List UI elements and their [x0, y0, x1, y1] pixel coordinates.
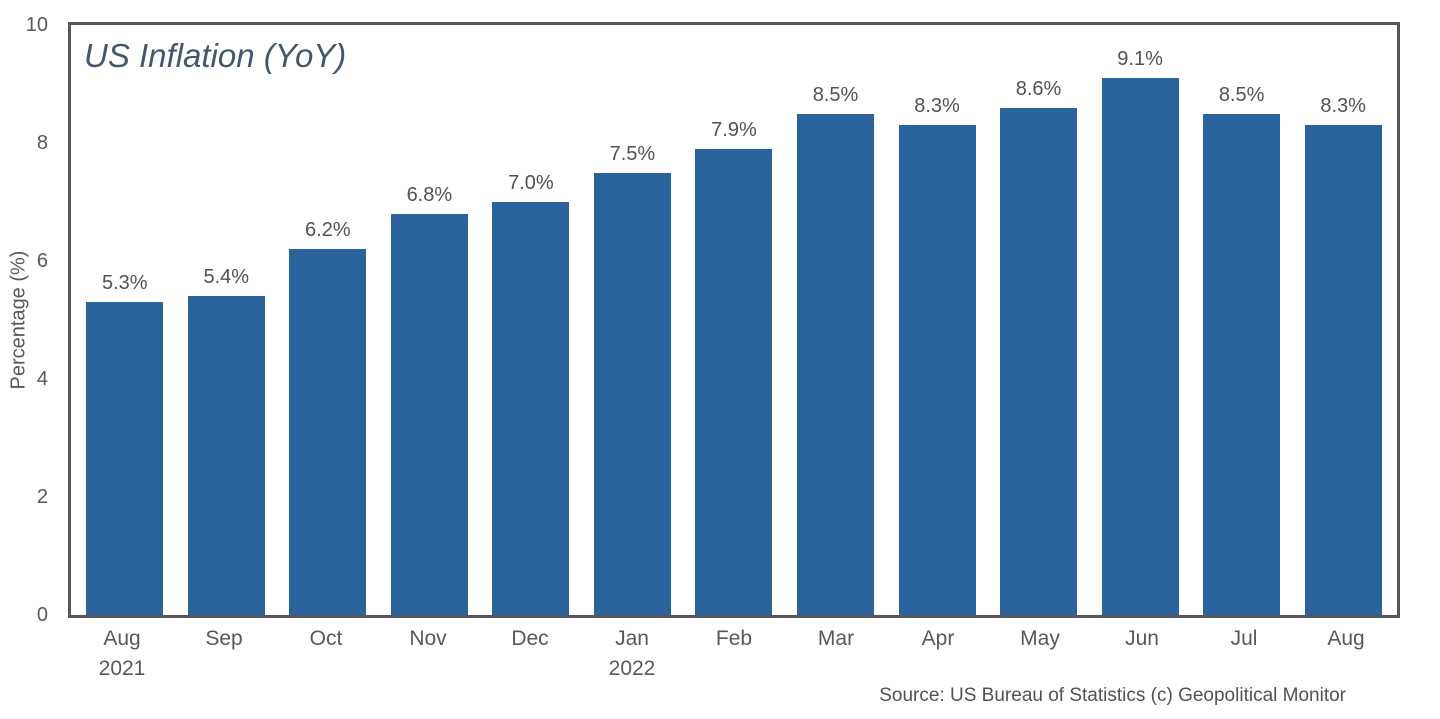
x-tick-year: 2022: [608, 657, 656, 680]
bar-value-label: 8.6%: [1015, 77, 1062, 100]
y-tick-label: 4: [36, 368, 48, 390]
bar-slot: 8.3%: [886, 25, 988, 615]
bar: [796, 113, 874, 615]
bar-value-label: 8.5%: [812, 83, 859, 106]
bar-value-label: 5.4%: [203, 266, 250, 289]
x-tick-label: Feb: [683, 624, 785, 684]
bar: [593, 172, 671, 615]
x-tick-label: Jun: [1091, 624, 1193, 684]
bar: [492, 202, 570, 615]
bar-value-label: 8.3%: [1320, 95, 1366, 118]
x-tick-label: May: [989, 624, 1091, 684]
x-tick-label: Jan 2022: [581, 624, 683, 684]
x-tick-label: Dec: [479, 624, 581, 684]
plot-area: US Inflation (YoY) 5.3% 5.4% 6.2% 6.8% 7.0% 7…: [68, 22, 1400, 618]
source-note: Source: US Bureau of Statistics (c) Geop…: [879, 685, 1346, 706]
bar: [86, 302, 164, 615]
bar: [289, 249, 367, 615]
y-tick-label: 2: [36, 486, 48, 508]
bar-slot: 7.9%: [683, 25, 785, 615]
bar-slot: 8.5%: [785, 25, 887, 615]
y-tick-label: 10: [25, 14, 48, 36]
x-tick-label: Sep: [173, 624, 275, 684]
x-tick-label: Oct: [275, 624, 377, 684]
y-tick-label: 8: [36, 132, 48, 154]
x-tick-month: Jun: [1125, 627, 1159, 650]
x-tick-label: Mar: [785, 624, 887, 684]
bar-value-label: 7.9%: [711, 118, 757, 141]
bar-slot: 8.6%: [988, 25, 1090, 615]
x-tick-month: Dec: [511, 627, 549, 650]
bar-slot: 8.5%: [1191, 25, 1293, 615]
bar: [1203, 113, 1281, 615]
x-tick-label: Apr: [887, 624, 989, 684]
bar: [390, 213, 468, 615]
bar-value-label: 8.3%: [914, 95, 960, 118]
x-tick-label: Aug: [1295, 624, 1397, 684]
bar-slot: 5.3%: [74, 25, 176, 615]
bar-slot: 6.8%: [379, 25, 481, 615]
bar-value-label: 5.3%: [101, 272, 148, 295]
x-tick-month: Aug: [103, 627, 141, 650]
bar-slot: 7.0%: [480, 25, 582, 615]
y-tick-label: 0: [36, 604, 48, 626]
x-tick-label: Aug 2021: [71, 624, 173, 684]
bar: [695, 148, 773, 615]
chart-title: US Inflation (YoY): [84, 37, 347, 74]
x-tick-month: Apr: [921, 627, 955, 650]
bar: [898, 125, 976, 615]
bar-value-label: 7.0%: [508, 172, 554, 194]
x-tick-month: Jan: [615, 627, 649, 650]
bar: [1304, 125, 1382, 615]
x-tick-label: Nov: [377, 624, 479, 684]
bar-value-label: 6.2%: [305, 219, 351, 242]
bar-value-label: 8.5%: [1218, 83, 1265, 106]
x-axis: Aug 2021 Sep Oct Nov Dec Jan 2022 Feb Mar Apr May Ju…: [68, 624, 1400, 684]
bar-value-label: 6.8%: [406, 183, 453, 206]
bar-value-label: 7.5%: [609, 142, 656, 165]
x-tick-month: May: [1020, 627, 1060, 650]
x-tick-month: Jul: [1230, 627, 1258, 650]
y-axis: 0 2 4 6 8 10: [0, 14, 58, 626]
bar-slot: 7.5%: [582, 25, 684, 615]
bar: [187, 296, 265, 615]
bar-slot: 9.1%: [1089, 25, 1191, 615]
x-tick-month: Aug: [1327, 627, 1365, 650]
bar-slot: 5.4%: [176, 25, 278, 615]
y-tick-label: 6: [36, 250, 48, 272]
x-tick-month: Nov: [409, 627, 447, 650]
bar: [1000, 107, 1078, 615]
x-tick-year: 2021: [98, 657, 146, 680]
bar-slot: 6.2%: [277, 25, 379, 615]
x-tick-month: Sep: [205, 627, 243, 650]
x-tick-label: Jul: [1193, 624, 1295, 684]
bar-value-label: 9.1%: [1117, 48, 1163, 71]
x-tick-month: Oct: [309, 627, 343, 650]
x-tick-month: Feb: [715, 627, 753, 650]
x-tick-month: Mar: [817, 627, 855, 650]
bar: [1101, 78, 1179, 615]
bar-slot: 8.3%: [1292, 25, 1394, 615]
